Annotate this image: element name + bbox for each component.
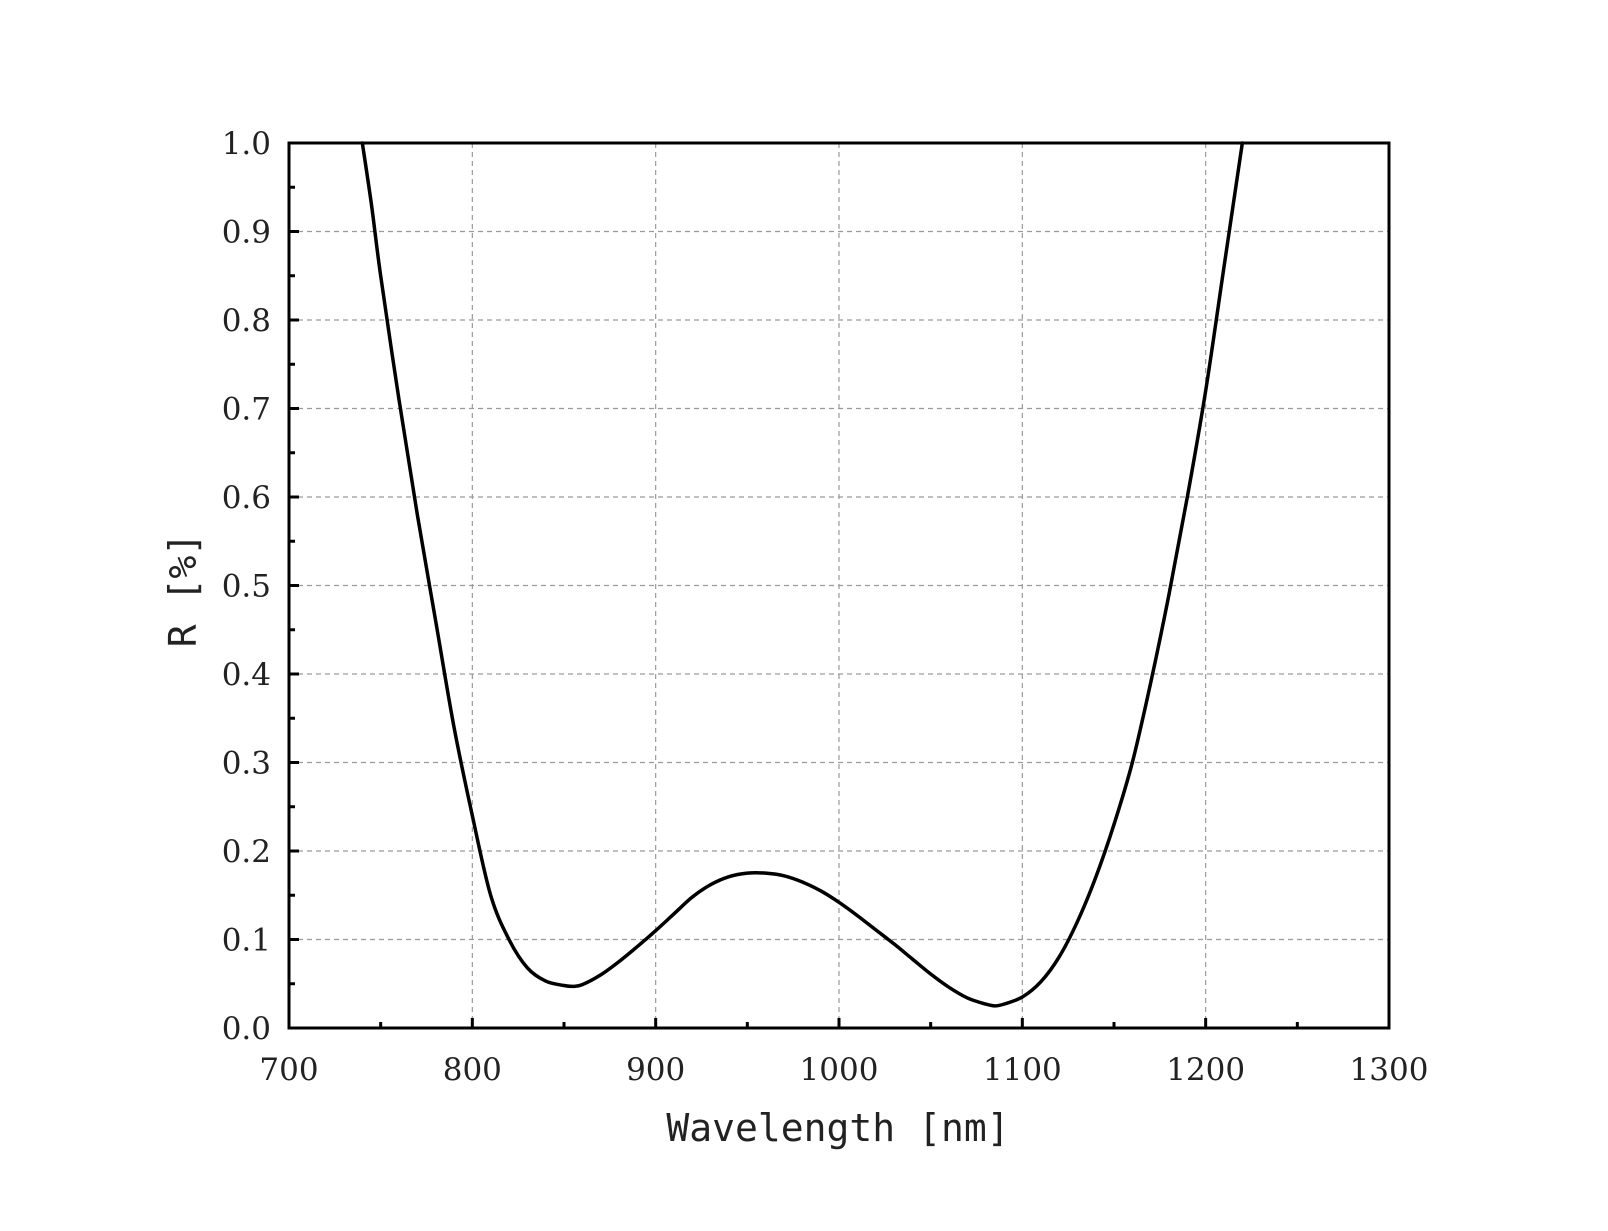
x-tick-labels: 700 800 900 1000 1100 1200 1300 bbox=[259, 1052, 1428, 1088]
x-tick-label: 1200 bbox=[1166, 1052, 1245, 1088]
grid bbox=[289, 143, 1389, 1028]
axis-ticks bbox=[287, 141, 1391, 1030]
reflectance-curve bbox=[360, 141, 1245, 1008]
y-tick-label: 0.2 bbox=[222, 834, 271, 870]
y-tick-label: 0.7 bbox=[222, 392, 271, 428]
x-tick-label: 700 bbox=[259, 1052, 318, 1088]
x-tick-label: 1300 bbox=[1350, 1052, 1429, 1088]
y-tick-label: 0.9 bbox=[222, 215, 271, 251]
y-tick-label: 0.6 bbox=[222, 480, 271, 516]
y-axis-label: R [%] bbox=[161, 533, 205, 647]
y-tick-label: 1.0 bbox=[222, 126, 271, 162]
y-tick-label: 0.5 bbox=[222, 569, 271, 605]
x-axis-label: Wavelength [nm] bbox=[666, 1106, 1009, 1150]
y-tick-labels: 0.0 0.1 0.2 0.3 0.4 0.5 0.6 0.7 0.8 0.9 1.0 bbox=[222, 126, 271, 1047]
y-tick-label: 0.4 bbox=[222, 657, 271, 693]
x-tick-label: 1100 bbox=[983, 1052, 1062, 1088]
y-tick-label: 0.0 bbox=[222, 1011, 271, 1047]
plot-area bbox=[360, 141, 1245, 1008]
y-tick-label: 0.1 bbox=[222, 923, 271, 959]
x-tick-label: 800 bbox=[443, 1052, 502, 1088]
x-tick-label: 900 bbox=[626, 1052, 685, 1088]
y-tick-label: 0.8 bbox=[222, 303, 271, 339]
x-tick-label: 1000 bbox=[800, 1052, 879, 1088]
y-tick-label: 0.3 bbox=[222, 746, 271, 782]
